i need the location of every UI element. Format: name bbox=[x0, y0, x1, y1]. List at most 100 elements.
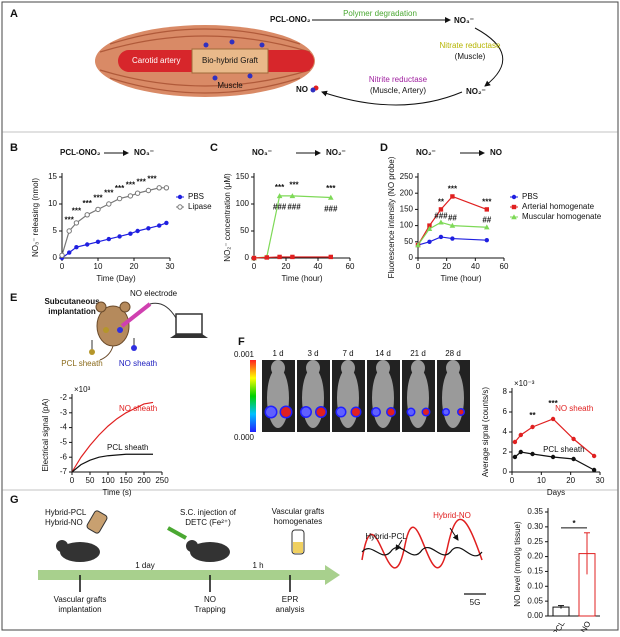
y-tick-label: 0.30 bbox=[527, 522, 543, 531]
data-point bbox=[518, 432, 523, 438]
epr-label: Hybrid-PCL bbox=[365, 532, 407, 541]
annotation: *** bbox=[548, 399, 558, 408]
signal bbox=[337, 408, 345, 416]
data-point bbox=[518, 449, 523, 455]
data-point bbox=[438, 234, 444, 240]
chart-title: NO₃⁻ bbox=[252, 148, 272, 157]
y-tick-label: -7 bbox=[60, 467, 68, 476]
x-tick-label: 20 bbox=[442, 262, 451, 271]
data-point bbox=[276, 193, 283, 199]
data-point bbox=[95, 206, 101, 213]
diagram-text: S.C. injection of bbox=[180, 508, 237, 517]
x-tick-label: 60 bbox=[346, 262, 355, 271]
y-tick-label: 0.35 bbox=[527, 507, 543, 516]
data-point bbox=[438, 207, 444, 212]
data-point bbox=[571, 456, 576, 462]
panel-label: E bbox=[10, 292, 17, 304]
series-label: NO sheath bbox=[119, 404, 157, 413]
no-label: NO bbox=[296, 85, 308, 94]
diagram-text: Subcutaneous bbox=[44, 297, 100, 306]
data-point bbox=[145, 187, 152, 194]
annotation: *** bbox=[104, 188, 114, 197]
panel-label: F bbox=[238, 336, 245, 348]
signal bbox=[408, 409, 414, 415]
x-tick-label: 0 bbox=[510, 476, 515, 485]
x-tick-label: 0 bbox=[252, 262, 257, 271]
y-tick-label: 0 bbox=[503, 467, 508, 476]
data-point bbox=[106, 236, 112, 242]
diagram-text: NO electrode bbox=[130, 289, 178, 298]
series-line bbox=[514, 451, 595, 471]
data-point bbox=[328, 194, 334, 200]
legend-marker bbox=[177, 204, 183, 210]
mouse-head bbox=[411, 360, 425, 376]
signal bbox=[458, 409, 464, 415]
signal bbox=[301, 407, 311, 417]
data-point bbox=[438, 219, 444, 225]
legend-label: PBS bbox=[522, 192, 538, 201]
legend-marker bbox=[177, 194, 183, 200]
data-point bbox=[135, 228, 140, 234]
mouse bbox=[442, 368, 464, 428]
legend-label: PBS bbox=[188, 192, 204, 201]
data-point bbox=[95, 239, 101, 244]
y-tick-label: 150 bbox=[236, 172, 250, 181]
data-point bbox=[59, 252, 65, 259]
data-point bbox=[530, 451, 535, 457]
data-point bbox=[449, 222, 456, 228]
mouse bbox=[337, 368, 359, 428]
y-tick-label: 0.20 bbox=[527, 552, 543, 561]
y-tick-label: 50 bbox=[404, 237, 413, 246]
imaging-panels: 1 d 3 d 7 d 14 d 21 d 28 d bbox=[262, 349, 470, 432]
y-tick-label: 100 bbox=[236, 199, 250, 208]
mouse-head bbox=[341, 360, 355, 376]
annotation: ## bbox=[448, 214, 457, 223]
data-point bbox=[128, 231, 133, 236]
annotation: *** bbox=[137, 178, 147, 187]
x-tick-label: 0 bbox=[60, 262, 65, 271]
data-point bbox=[66, 228, 72, 234]
graft-label: Bio-hybrid Graft bbox=[202, 56, 259, 65]
x-tick-label: 20 bbox=[566, 476, 575, 485]
data-point bbox=[85, 242, 90, 247]
data-point bbox=[84, 212, 90, 218]
diagram-text: Hybrid-NO bbox=[45, 518, 83, 527]
diagram-text: implantation bbox=[48, 307, 96, 316]
legend-label: Arterial homogenate bbox=[522, 202, 595, 211]
data-point bbox=[157, 223, 162, 228]
signal bbox=[281, 407, 291, 417]
diagram-text: NO bbox=[204, 595, 216, 604]
x-tick-label: 150 bbox=[119, 476, 133, 485]
annotation: *** bbox=[93, 194, 103, 203]
x-tick-label: 20 bbox=[130, 262, 139, 271]
mouse bbox=[407, 368, 429, 428]
signal bbox=[423, 409, 429, 415]
x-axis-label: Time (hour) bbox=[440, 274, 481, 283]
signal bbox=[266, 407, 276, 417]
day-label: 1 d bbox=[272, 349, 283, 358]
y-tick-label: -4 bbox=[60, 423, 68, 432]
data-point bbox=[450, 194, 455, 199]
data-point bbox=[415, 242, 421, 248]
signal bbox=[443, 409, 449, 415]
x-tick-label: 10 bbox=[537, 476, 546, 485]
y-axis-label: NO₂⁻ concentration (μM) bbox=[223, 173, 232, 262]
signal bbox=[372, 408, 380, 416]
y-tick-label: 6 bbox=[503, 407, 508, 416]
series-label: NO sheath bbox=[555, 404, 593, 413]
x-axis-label: Days bbox=[547, 488, 565, 497]
diagram-text: analysis bbox=[276, 605, 305, 614]
y-scale-label: ×10⁻³ bbox=[514, 379, 535, 388]
data-point bbox=[73, 220, 80, 226]
artery-label: Carotid artery bbox=[132, 56, 180, 65]
arrow bbox=[321, 90, 463, 106]
data-point bbox=[484, 224, 490, 230]
x-tick-label: 10 bbox=[94, 262, 103, 271]
y-tick-label: 0.25 bbox=[527, 537, 543, 546]
data-point bbox=[156, 185, 162, 191]
y-tick-label: -2 bbox=[60, 393, 68, 402]
y-axis-label: NO₃⁻ releasing (nmol) bbox=[31, 178, 40, 257]
annotation: ### bbox=[324, 205, 338, 214]
x-tick-label: 0 bbox=[70, 476, 75, 485]
